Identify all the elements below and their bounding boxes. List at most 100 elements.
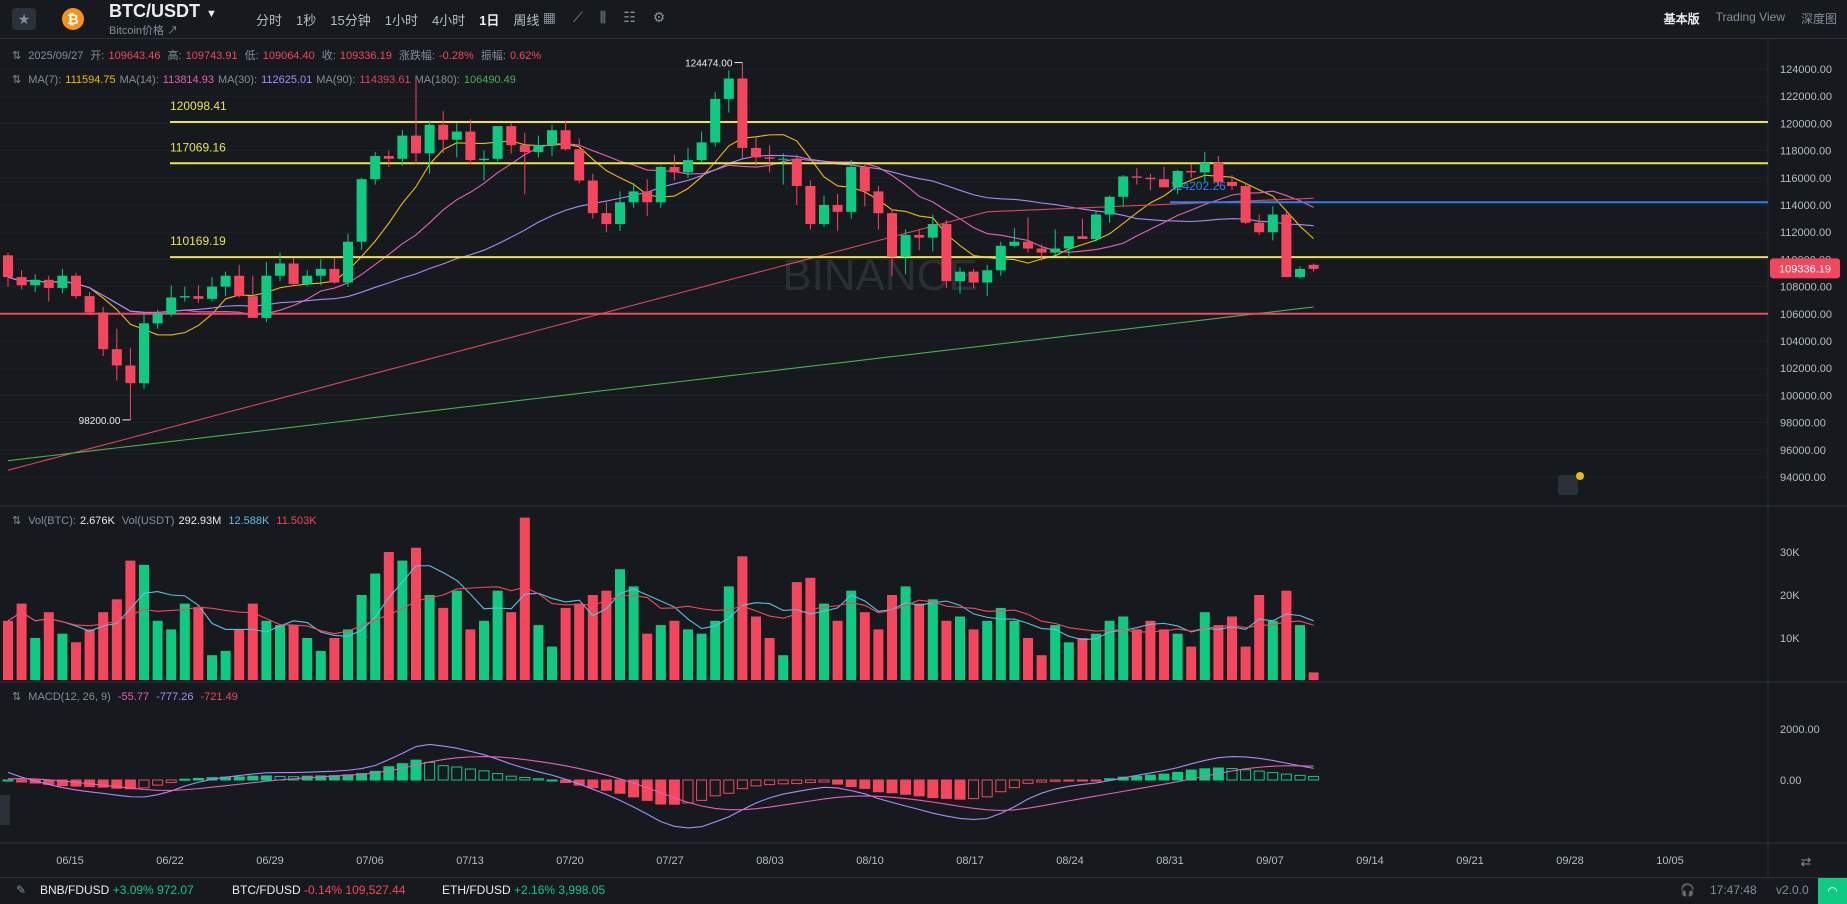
macd-histogram-bar bbox=[832, 779, 844, 785]
view-1[interactable]: Trading View bbox=[1715, 10, 1785, 24]
candle-body bbox=[3, 255, 13, 278]
ma-label-0: MA(7): bbox=[28, 74, 62, 86]
interval-6[interactable]: 周线 bbox=[513, 13, 540, 28]
interval-3[interactable]: 1小时 bbox=[384, 13, 418, 28]
date-axis-label: 10/05 bbox=[1656, 855, 1684, 867]
favorite-star-icon[interactable]: ★ bbox=[12, 8, 36, 30]
ticker-btc[interactable]: BTC/FDUSD -0.14% 109,527.44 bbox=[232, 883, 406, 897]
close-value: 109336.19 bbox=[339, 50, 392, 62]
indicator-icon[interactable]: ⟋ bbox=[572, 9, 583, 25]
candle-body bbox=[955, 271, 965, 282]
candle-body bbox=[98, 312, 109, 350]
volume-bar bbox=[1009, 620, 1020, 680]
volume-bar bbox=[139, 564, 149, 680]
interval-2[interactable]: 15分钟 bbox=[330, 13, 371, 28]
price-axis-label: 120000.00 bbox=[1780, 118, 1832, 130]
macd-histogram-bar bbox=[111, 779, 123, 789]
ticker-bnb[interactable]: BNB/FDUSD +3.09% 972.07 bbox=[40, 883, 194, 897]
expand-icon[interactable]: ⇅ bbox=[12, 691, 22, 703]
ma180-line bbox=[7, 306, 1314, 462]
candle-body bbox=[805, 185, 816, 225]
candle-body bbox=[873, 191, 884, 214]
candle-body bbox=[424, 124, 435, 154]
price-chart[interactable]: BINANCE124000.00122000.00120000.00118000… bbox=[0, 0, 1847, 877]
date-axis-label: 06/29 bbox=[256, 855, 284, 867]
vol-ma1-value: 12.588K bbox=[228, 515, 270, 527]
macd-histogram-bar bbox=[900, 779, 912, 795]
volume-bar bbox=[288, 625, 299, 680]
volume-bar bbox=[125, 560, 136, 680]
ticker-eth[interactable]: ETH/FDUSD +2.16% 3,998.05 bbox=[442, 883, 606, 897]
ohlc-date: 2025/09/27 bbox=[28, 50, 84, 62]
edit-icon[interactable]: ✎ bbox=[16, 883, 27, 897]
interval-4[interactable]: 4小时 bbox=[431, 13, 466, 28]
price-axis-label: 114000.00 bbox=[1780, 200, 1831, 212]
interval-0[interactable]: 分时 bbox=[256, 13, 283, 28]
ma-legend: ⇅ MA(7): 111594.75 MA(14): 113814.93 MA(30):… bbox=[12, 73, 520, 86]
candle-body bbox=[764, 157, 775, 159]
volume-bar bbox=[111, 599, 122, 680]
candle-body bbox=[1267, 214, 1278, 233]
volume-bar bbox=[1145, 620, 1156, 680]
horizontal-line-label-3: 114202.26 bbox=[1170, 179, 1226, 193]
candle-body bbox=[234, 275, 245, 297]
view-0[interactable]: 基本版 bbox=[1663, 12, 1700, 26]
headset-icon[interactable]: 🎧 bbox=[1680, 883, 1695, 897]
ma-value-3: 114393.61 bbox=[359, 74, 411, 86]
volume-bar bbox=[275, 625, 285, 680]
macd-histogram-bar bbox=[940, 779, 952, 799]
price-axis-label: 112000.00 bbox=[1780, 227, 1831, 239]
candle-body bbox=[1118, 176, 1129, 197]
candle-body bbox=[519, 145, 530, 152]
ma-label-3: MA(90): bbox=[316, 74, 356, 86]
candle-body bbox=[438, 124, 449, 140]
macd-histogram-bar bbox=[791, 779, 803, 785]
volume-bar bbox=[247, 603, 258, 680]
view-2[interactable]: 深度图 bbox=[1800, 12, 1837, 26]
macd-histogram-bar bbox=[1063, 779, 1075, 782]
volume-bar bbox=[547, 646, 557, 680]
interval-selector: 分时 1秒 15分钟 1小时 4小时 1日 周线 bbox=[256, 10, 539, 29]
settings-gear-icon[interactable]: ⚙ bbox=[652, 9, 666, 25]
candle-type-icon[interactable]: ⫼ bbox=[599, 9, 607, 25]
calendar-icon[interactable]: ▦ bbox=[542, 9, 556, 25]
volume-bar bbox=[152, 620, 163, 680]
volume-bar bbox=[1199, 612, 1210, 680]
macd-histogram-bar bbox=[600, 779, 612, 791]
candle-body bbox=[1063, 236, 1074, 249]
macd-histogram-bar bbox=[1253, 770, 1265, 781]
volume-bar bbox=[1308, 672, 1319, 680]
expand-icon[interactable]: ⇅ bbox=[12, 515, 22, 527]
date-axis-label: 09/28 bbox=[1556, 855, 1584, 867]
notification-dot bbox=[1576, 472, 1584, 480]
pair-subtitle-link[interactable]: Bitcoin价格 ↗ bbox=[109, 25, 179, 37]
volume-bar bbox=[846, 590, 857, 680]
volume-bar bbox=[628, 586, 639, 680]
macd-histogram-bar bbox=[410, 759, 422, 781]
wifi-status-icon[interactable]: ◠ bbox=[1818, 878, 1847, 904]
candle-body bbox=[710, 98, 721, 143]
expand-icon[interactable]: ⇅ bbox=[12, 74, 22, 86]
macd-histogram-bar bbox=[1226, 768, 1238, 781]
price-axis-label: 100000.00 bbox=[1780, 390, 1832, 402]
macd-histogram-bar bbox=[927, 779, 939, 799]
layout-icon[interactable]: ☷ bbox=[623, 9, 636, 25]
volume-bar bbox=[560, 607, 571, 680]
pair-selector[interactable]: BTC/USDT ▼ bbox=[109, 1, 217, 22]
candle-body bbox=[941, 224, 952, 282]
volume-bar bbox=[941, 620, 952, 680]
interval-5[interactable]: 1日 bbox=[479, 13, 500, 28]
candle-body bbox=[560, 130, 571, 150]
interval-1[interactable]: 1秒 bbox=[296, 13, 317, 28]
candle-body bbox=[71, 275, 81, 297]
candle-body bbox=[1077, 236, 1088, 239]
candle-body bbox=[451, 131, 462, 140]
volume-bar bbox=[1131, 629, 1142, 680]
volume-bar bbox=[383, 552, 394, 680]
expand-icon[interactable]: ⇅ bbox=[12, 50, 22, 62]
candle-body bbox=[302, 275, 313, 284]
macd-histogram-bar bbox=[1240, 769, 1252, 781]
macd-histogram-bar bbox=[1294, 774, 1306, 781]
chevron-down-icon[interactable]: ⌄ bbox=[514, 9, 526, 25]
macd-histogram-bar bbox=[1267, 772, 1279, 781]
